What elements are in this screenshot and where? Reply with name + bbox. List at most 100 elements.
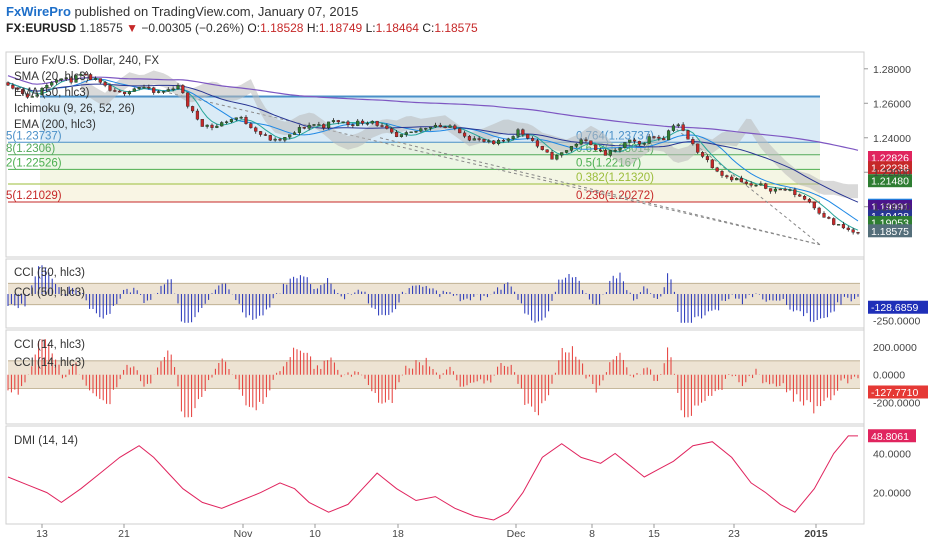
axes: 13 21 Nov 10 18 Dec 8 15 23 2015 1.28000 1.26000 1.2… <box>36 64 911 540</box>
candle-body <box>822 213 826 218</box>
candle-body <box>258 131 263 135</box>
fib-zone <box>40 183 820 203</box>
candle-body <box>671 125 676 131</box>
candle-body <box>574 143 578 147</box>
candle-body <box>516 129 520 137</box>
candle-body <box>137 87 141 89</box>
candle-body <box>292 132 297 135</box>
candle-body <box>598 149 603 152</box>
candle-body <box>380 125 384 127</box>
candle-body <box>560 152 564 156</box>
candle-body <box>793 189 797 195</box>
candle-body <box>438 124 442 128</box>
candle-body <box>433 124 438 128</box>
candle-body <box>817 207 821 214</box>
low-value: 1.18464 <box>375 21 419 35</box>
candle-body <box>686 130 690 140</box>
price-tags: 1.228261.222381.214801.200591.199911.194… <box>868 151 912 238</box>
candle-body <box>108 85 112 91</box>
candle-body <box>462 132 467 137</box>
dmi-title: DMI (14, 14) <box>14 435 78 447</box>
fibonacci-retracement: 0.764(1.23737)5(1.23737)0.618(1.23014)8(… <box>6 85 821 246</box>
ichimoku-cloud <box>80 70 858 199</box>
candle-body <box>521 129 525 135</box>
candle-body <box>69 77 73 83</box>
candle-body <box>190 106 195 112</box>
candle-body <box>807 199 812 203</box>
candle-body <box>584 139 588 141</box>
dmi-panel[interactable] <box>5 425 865 525</box>
y-tick-label: -200.0000 <box>873 398 920 410</box>
candle-body <box>419 128 423 132</box>
open-label: O: <box>247 21 261 35</box>
last-value-label: -127.7710 <box>871 387 918 399</box>
candle-body <box>336 120 340 123</box>
y-tick-label: 20.0000 <box>873 488 911 500</box>
candle-body <box>851 229 855 233</box>
candle-body <box>118 90 122 93</box>
candle-body <box>326 121 331 129</box>
candle-body <box>652 136 656 138</box>
candle-body <box>220 122 224 127</box>
x-tick-label: Dec <box>507 528 526 540</box>
candle-body <box>156 91 161 93</box>
candle-body <box>254 127 258 132</box>
cci14-title-2: CCI (14, hlc3) <box>14 357 85 369</box>
candle-body <box>30 96 34 98</box>
candle-body <box>443 126 447 129</box>
y-tick-label: 0.0000 <box>873 370 905 382</box>
y-tick-label: 1.22000 <box>873 167 911 179</box>
candle-body <box>317 124 321 126</box>
fib-top-line <box>40 95 820 98</box>
candle-body <box>113 90 117 92</box>
publisher-link[interactable]: FxWirePro <box>6 4 71 19</box>
candle-body <box>195 110 200 120</box>
candle-body <box>268 135 272 141</box>
last-price: 1.18575 <box>79 21 123 35</box>
candle-body <box>171 88 175 91</box>
close-label: C: <box>422 21 435 35</box>
y-tick-label: 1.24000 <box>873 133 911 145</box>
ichimoku-legend: Ichimoku (9, 26, 52, 26) <box>14 103 135 115</box>
fib-level-left-label: 5(1.23737) <box>6 130 62 142</box>
x-tick-label: 13 <box>36 528 48 540</box>
cci-band <box>8 360 860 389</box>
y-tick-label: 200.0000 <box>873 342 917 354</box>
high-label: H: <box>306 21 319 35</box>
candle-body <box>346 121 350 125</box>
fib-level-left-label: 8(1.2306) <box>6 143 55 155</box>
candle-body <box>40 87 44 95</box>
candle-body <box>540 145 544 150</box>
candle-body <box>778 188 782 191</box>
price-change: −0.00305 (−0.26%) <box>141 21 245 35</box>
candle-body <box>273 138 277 141</box>
candle-body <box>365 123 370 125</box>
candle-body <box>496 139 501 145</box>
fib-zone <box>40 169 820 184</box>
candle-body <box>768 188 773 192</box>
candle-body <box>759 183 763 186</box>
x-tick-label: Nov <box>234 528 253 540</box>
candle-body <box>856 232 860 234</box>
y-tick-label: 1.26000 <box>873 98 911 110</box>
x-tick-label: 8 <box>589 528 595 540</box>
candle-body <box>25 93 30 98</box>
candle-body <box>215 125 219 128</box>
candle-body <box>530 138 535 141</box>
candle-body <box>200 119 204 127</box>
candle-body <box>6 82 10 86</box>
candle-body <box>467 136 472 141</box>
candle-body <box>448 125 452 128</box>
candle-body <box>773 188 778 192</box>
candle-body <box>841 224 846 229</box>
last-value-tag <box>868 429 916 443</box>
candle-body <box>472 138 476 141</box>
candle-body <box>263 134 268 136</box>
last-value-tag <box>868 385 928 399</box>
price-tag-label: 1.22238 <box>871 163 909 175</box>
candle-body <box>93 78 98 80</box>
candle-body <box>45 85 49 89</box>
candle-body <box>798 194 802 197</box>
fib-level-label: 0.236(1.20272) <box>576 190 654 202</box>
